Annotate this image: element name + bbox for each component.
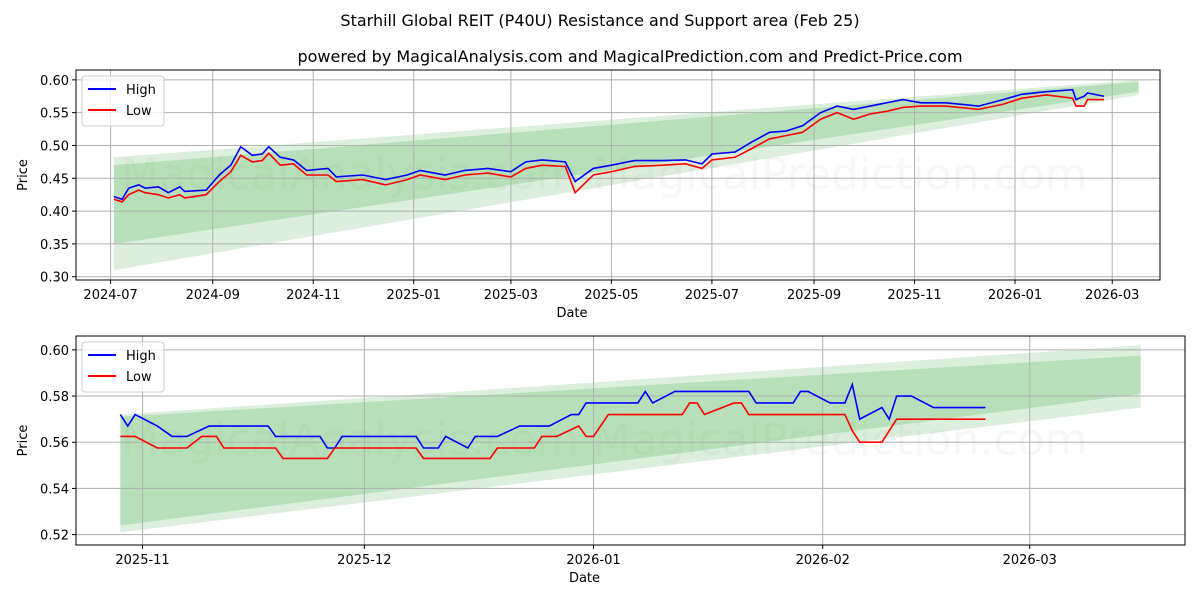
legend: High Low — [81, 75, 165, 127]
legend-label: Low — [126, 370, 152, 385]
chart-subtitle: powered by MagicalAnalysis.com and Magic… — [297, 47, 962, 66]
x-tick-label: 2024-09 — [186, 288, 240, 303]
x-tick-label: 2026-01 — [566, 553, 620, 568]
x-axis-label: Date — [569, 571, 600, 586]
y-tick-label: 0.60 — [40, 344, 69, 359]
x-tick-label: 2025-09 — [787, 288, 841, 303]
y-tick-label: 0.56 — [40, 436, 69, 451]
legend-label: High — [126, 349, 156, 364]
x-tick-label: 2025-11 — [887, 288, 941, 303]
y-tick-label: 0.58 — [40, 390, 69, 405]
x-tick-label: 2025-03 — [484, 288, 538, 303]
x-tick-label: 2026-01 — [988, 288, 1042, 303]
x-tick-label: 2026-03 — [1085, 288, 1139, 303]
x-tick-label: 2026-02 — [796, 553, 850, 568]
legend-label: Low — [126, 104, 152, 119]
series-line-low — [113, 94, 1104, 203]
series-line-high — [113, 88, 1105, 201]
series-line-low — [120, 402, 986, 460]
legend: High Low — [81, 341, 165, 393]
x-tick-label: 2025-01 — [387, 288, 441, 303]
bottom-panel: MagicalAnalysis.com MagicalPrediction.com… — [16, 335, 1186, 586]
watermark: MagicalPrediction.com — [593, 149, 1088, 200]
x-axis-label: Date — [556, 306, 587, 321]
x-tick-label: 2025-11 — [115, 553, 169, 568]
x-tick-label: 2024-11 — [286, 288, 340, 303]
support-resistance-band — [120, 345, 1141, 533]
y-axis-label: Price — [16, 159, 31, 191]
legend-label: High — [126, 83, 156, 98]
y-tick-label: 0.55 — [40, 107, 69, 122]
y-tick-label: 0.45 — [40, 172, 69, 187]
support-resistance-band — [120, 355, 1141, 526]
y-axis-label: Price — [16, 425, 31, 457]
plot-frame — [75, 335, 1186, 546]
chart-title: Starhill Global REIT (P40U) Resistance a… — [340, 11, 859, 30]
support-resistance-band — [113, 79, 1139, 271]
y-tick-label: 0.60 — [40, 74, 69, 89]
series-line-high — [119, 381, 986, 450]
watermark: MagicalAnalysis.com — [121, 149, 579, 200]
x-tick-label: 2025-05 — [584, 288, 638, 303]
x-tick-label: 2026-03 — [1003, 553, 1057, 568]
x-tick-label: 2025-12 — [337, 553, 391, 568]
y-tick-label: 0.35 — [40, 238, 69, 253]
watermark: MagicalPrediction.com — [593, 415, 1088, 466]
x-tick-label: 2025-07 — [685, 288, 739, 303]
y-tick-label: 0.30 — [40, 271, 69, 286]
top-panel: MagicalAnalysis.com MagicalPrediction.com… — [16, 69, 1161, 321]
x-tick-label: 2024-07 — [83, 288, 137, 303]
y-tick-label: 0.54 — [40, 482, 69, 497]
y-tick-label: 0.50 — [40, 139, 69, 154]
plot-frame — [75, 69, 1161, 281]
y-tick-label: 0.40 — [40, 205, 69, 220]
y-tick-label: 0.52 — [40, 529, 69, 544]
